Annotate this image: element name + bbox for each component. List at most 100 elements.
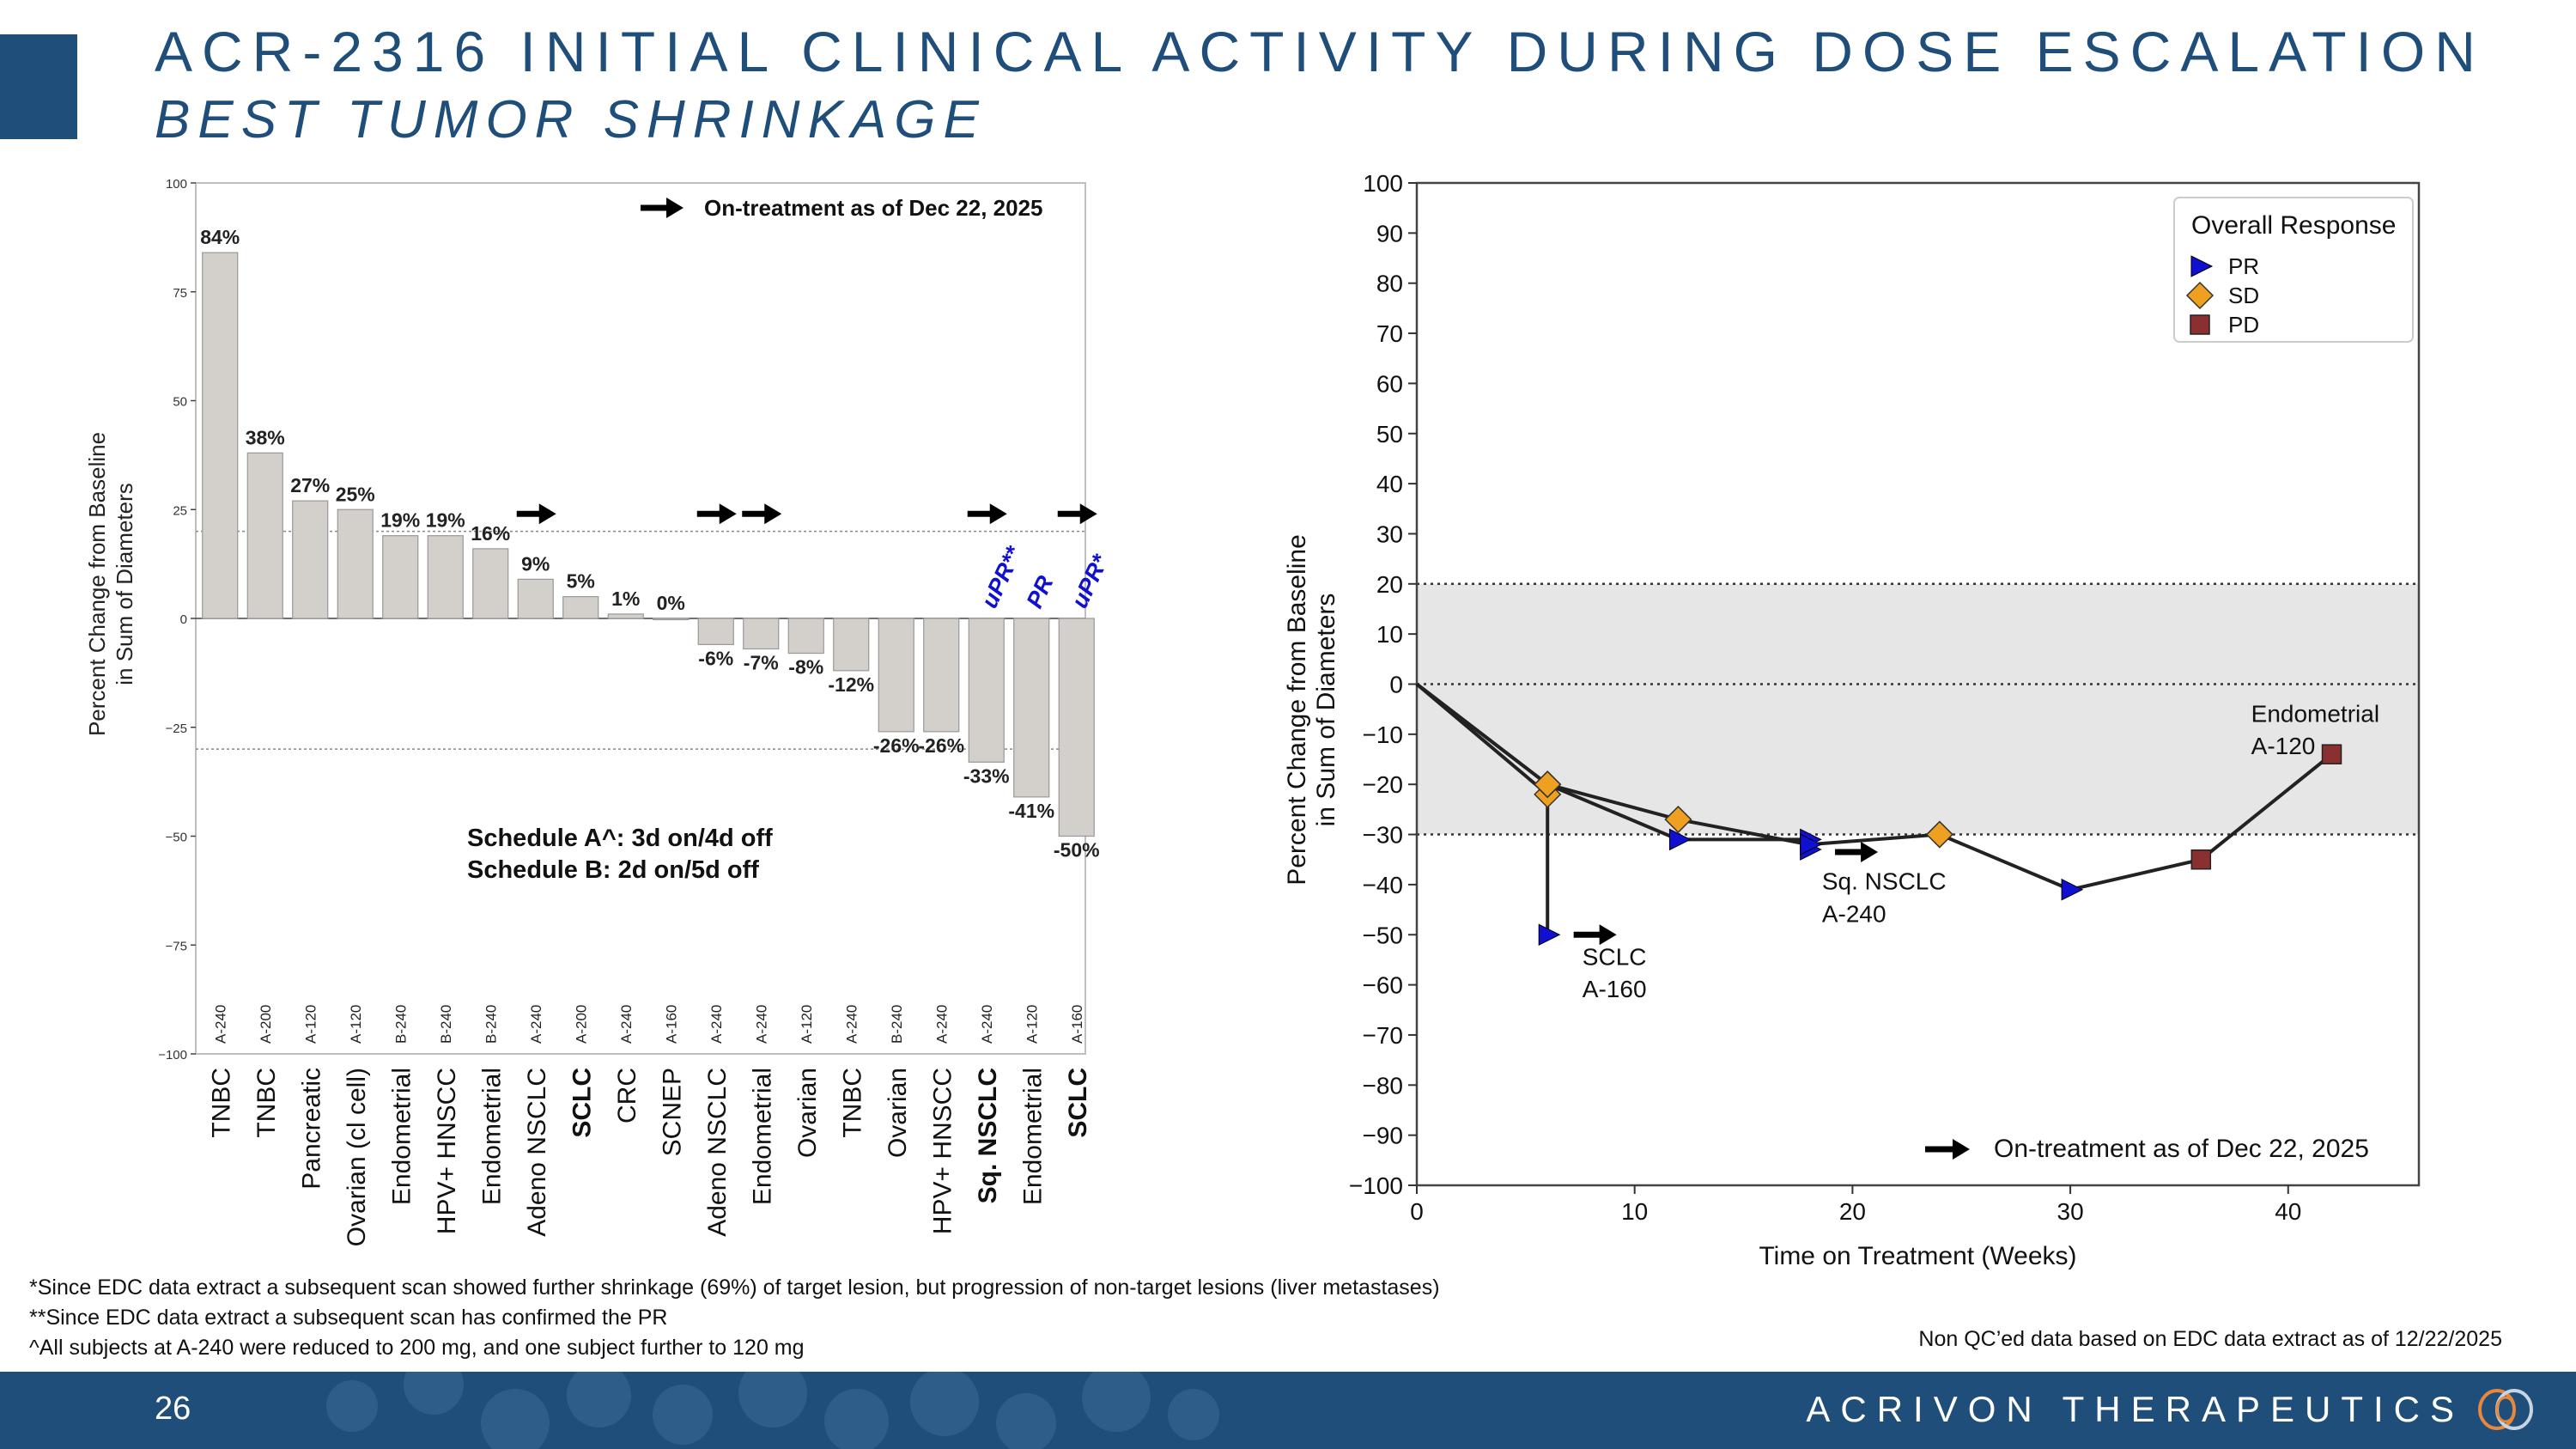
tumor-type-label: Ovarian (cl cell) bbox=[343, 1068, 371, 1246]
schedule-note: Schedule B: 2d on/5d off bbox=[467, 856, 759, 884]
y-axis-label: Percent Change from Baselinein Sum of Di… bbox=[84, 432, 137, 736]
series-line bbox=[1415, 682, 2342, 901]
footnotes: *Since EDC data extract a subsequent sca… bbox=[29, 1273, 1440, 1363]
x-tick-label: 20 bbox=[1839, 1198, 1866, 1225]
y-tick-label: 100 bbox=[166, 177, 187, 192]
tumor-type-label: HPV+ HNSCC bbox=[928, 1068, 957, 1234]
decorative-dot bbox=[738, 1372, 807, 1428]
sd-marker bbox=[1925, 820, 1953, 849]
y-tick-label: −90 bbox=[1363, 1123, 1404, 1149]
y-tick-label: 0 bbox=[180, 612, 187, 627]
y-tick-label: −50 bbox=[166, 831, 187, 845]
decorative-dot bbox=[996, 1393, 1056, 1449]
bar-value-label: 19% bbox=[426, 509, 465, 532]
y-tick-label: −100 bbox=[158, 1048, 187, 1062]
y-tick-label: 80 bbox=[1376, 271, 1403, 297]
x-tick-label: 0 bbox=[1410, 1198, 1424, 1225]
y-axis-label-line: in Sum of Diameters bbox=[112, 483, 137, 685]
pr-marker bbox=[2061, 878, 2084, 901]
waterfall-bar bbox=[653, 618, 690, 621]
footnote: **Since EDC data extract a subsequent sc… bbox=[29, 1306, 668, 1330]
waterfall-bar bbox=[923, 618, 960, 733]
footnote: ^All subjects at A-240 were reduced to 2… bbox=[29, 1336, 805, 1360]
bar-value-label: 16% bbox=[471, 522, 510, 545]
tumor-type-label: SCLC bbox=[1064, 1068, 1092, 1138]
on-treatment-arrow-icon bbox=[696, 503, 737, 525]
on-treatment-arrow-icon bbox=[1835, 841, 1879, 862]
dose-label: A-240 bbox=[528, 1005, 544, 1044]
pd-marker bbox=[2190, 314, 2210, 335]
waterfall-bar bbox=[292, 500, 329, 619]
waterfall-bar bbox=[787, 618, 824, 654]
pr-marker bbox=[1800, 833, 1822, 856]
bar-value-label: 27% bbox=[290, 474, 330, 496]
bar-value-label: 25% bbox=[336, 483, 375, 505]
on-treatment-arrow-icon bbox=[742, 503, 782, 525]
y-tick-label: −60 bbox=[1363, 972, 1404, 999]
footnote: *Since EDC data extract a subsequent sca… bbox=[29, 1275, 1440, 1300]
bar-value-label: 19% bbox=[380, 509, 420, 532]
waterfall-bar bbox=[472, 548, 509, 619]
y-tick-label: −25 bbox=[166, 721, 187, 736]
arrow-head bbox=[538, 503, 556, 525]
waterfall-bar bbox=[1058, 618, 1095, 837]
waterfall-bar bbox=[607, 613, 644, 619]
series-sublabel: A-240 bbox=[1822, 901, 1886, 928]
legend-item-label: PD bbox=[2228, 312, 2259, 338]
brand-corner-block bbox=[0, 34, 77, 139]
y-axis-label-line: Percent Change from Baseline bbox=[1283, 534, 1311, 886]
y-tick-label: −40 bbox=[1363, 872, 1404, 898]
dose-label: A-160 bbox=[663, 1005, 679, 1044]
tumor-type-label: Endometrial bbox=[748, 1068, 776, 1205]
arrow-head bbox=[1953, 1139, 1970, 1160]
y-tick-label: −20 bbox=[1363, 771, 1404, 798]
legend-item-label: PR bbox=[2228, 253, 2259, 279]
dose-label: A-120 bbox=[799, 1005, 815, 1044]
y-tick-label: 50 bbox=[1376, 421, 1403, 447]
series-label: Sq. NSCLC bbox=[1822, 868, 1947, 895]
bar-value-label: -50% bbox=[1054, 839, 1100, 861]
bar-value-label: 9% bbox=[521, 552, 550, 575]
bar-value-label: -26% bbox=[918, 734, 964, 757]
x-tick-label: 40 bbox=[2275, 1198, 2301, 1225]
tumor-type-label: TNBC bbox=[252, 1068, 281, 1138]
dose-label: A-240 bbox=[618, 1005, 635, 1044]
waterfall-bar bbox=[337, 508, 374, 619]
tumor-type-label: Sq. NSCLC bbox=[974, 1068, 1002, 1203]
dose-label: B-240 bbox=[392, 1005, 409, 1044]
series-sublabel: A-160 bbox=[1583, 976, 1647, 1002]
y-axis-label: Percent Change from Baselinein Sum of Di… bbox=[1283, 534, 1340, 886]
arrow-head bbox=[1861, 841, 1879, 862]
pd-marker bbox=[2321, 744, 2342, 764]
decorative-dot bbox=[653, 1385, 713, 1445]
arrow-head bbox=[764, 503, 782, 525]
dose-label: A-200 bbox=[258, 1005, 274, 1044]
page-subtitle: BEST TUMOR SHRINKAGE bbox=[155, 90, 987, 149]
tumor-type-label: TNBC bbox=[207, 1068, 235, 1138]
legend-arrow-icon bbox=[641, 198, 683, 218]
tumor-type-label: Pancreatic bbox=[297, 1068, 325, 1190]
tumor-type-label: TNBC bbox=[838, 1068, 866, 1138]
y-tick-label: 25 bbox=[173, 503, 187, 518]
waterfall-bar bbox=[427, 535, 464, 619]
pr-marker bbox=[1668, 828, 1692, 851]
series-path bbox=[1415, 682, 2333, 892]
dose-label: A-240 bbox=[212, 1005, 228, 1044]
decorative-dot bbox=[404, 1372, 464, 1415]
tumor-type-label: Endometrial bbox=[387, 1068, 416, 1205]
waterfall-bar bbox=[968, 618, 1005, 763]
bar-value-label: 38% bbox=[246, 426, 285, 448]
dose-label: B-240 bbox=[889, 1005, 905, 1044]
company-name: ACRIVON THERAPEUTICS bbox=[1806, 1389, 2464, 1429]
y-axis-label-line: in Sum of Diameters bbox=[1312, 594, 1340, 827]
page-number: 26 bbox=[155, 1391, 191, 1427]
tumor-type-label: CRC bbox=[613, 1068, 641, 1123]
sd-marker bbox=[1534, 770, 1562, 799]
y-tick-label: 90 bbox=[1376, 220, 1403, 247]
bar-value-label: -6% bbox=[698, 647, 733, 669]
waterfall-bar bbox=[202, 252, 239, 619]
bar-value-label: 84% bbox=[200, 226, 240, 248]
series-sublabel: A-120 bbox=[2251, 733, 2316, 759]
pr-marker bbox=[2190, 255, 2214, 277]
dose-label: A-240 bbox=[933, 1005, 950, 1044]
